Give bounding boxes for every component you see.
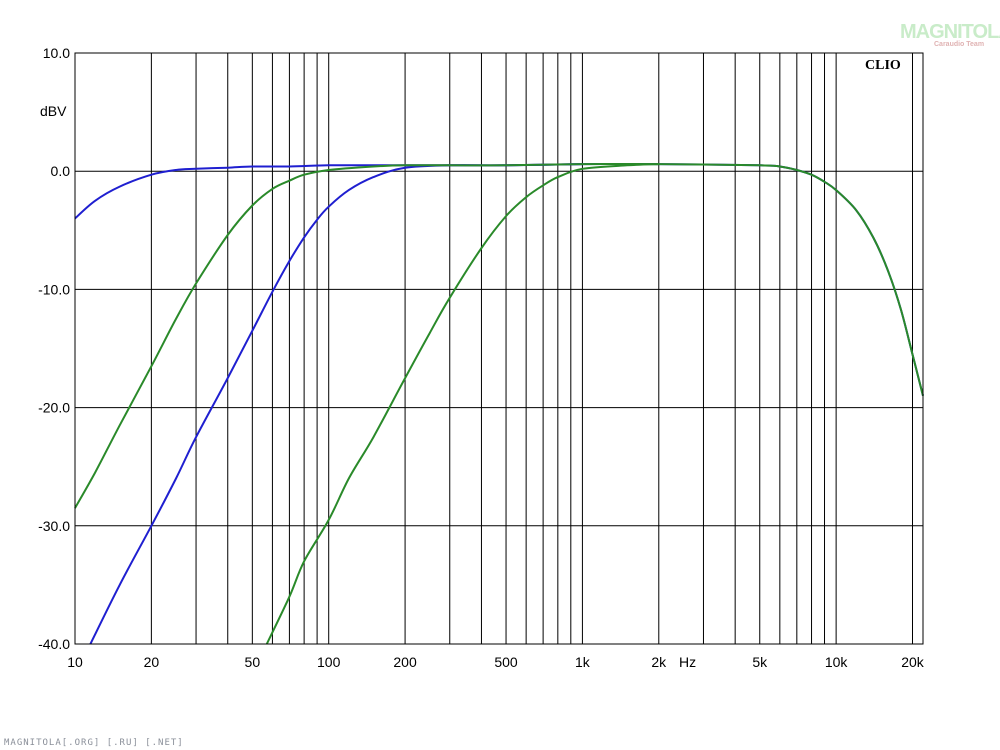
clio-brand-label: CLIO	[865, 58, 901, 73]
x-tick-label: 10k	[825, 654, 849, 670]
y-tick-label: 0.0	[51, 163, 71, 179]
y-tick-label: 10.0	[43, 45, 70, 61]
vertical-grid	[74, 53, 913, 644]
y-axis-label: dBV	[40, 103, 67, 119]
x-tick-label: 100	[317, 654, 341, 670]
series-line-2	[89, 163, 583, 645]
footer-watermark: MAGNITOLA[.ORG] [.RU] [.NET]	[4, 738, 184, 748]
x-tick-label: 10	[67, 654, 83, 670]
y-tick-labels: 10.0 0.0 -10.0 -20.0 -30.0 -40.0	[38, 45, 70, 652]
magnitola-logo-subtitle: Caraudio Team	[934, 41, 984, 48]
series-line-3	[74, 162, 924, 509]
series-line-4	[265, 163, 659, 645]
y-tick-label: -30.0	[38, 518, 70, 534]
x-axis-label: Hz	[679, 654, 696, 670]
x-tick-label: 5k	[752, 654, 768, 670]
x-tick-label: 20	[144, 654, 160, 670]
y-tick-label: -40.0	[38, 636, 70, 652]
x-tick-label: 20k	[901, 654, 925, 670]
x-tick-labels: 10 20 50 100 200 500 1k 2k 5k 10k 20k	[67, 654, 925, 670]
x-tick-label: 50	[245, 654, 261, 670]
y-tick-label: -20.0	[38, 400, 70, 416]
y-tick-label: -10.0	[38, 281, 70, 297]
x-tick-label: 500	[494, 654, 518, 670]
x-tick-label: 200	[393, 654, 417, 670]
x-tick-label: 1k	[575, 654, 591, 670]
magnitola-logo: MAGNITOLA	[900, 21, 1000, 43]
x-tick-label: 2k	[651, 654, 667, 670]
series-layer	[74, 162, 924, 645]
plot-frame	[74, 52, 924, 645]
